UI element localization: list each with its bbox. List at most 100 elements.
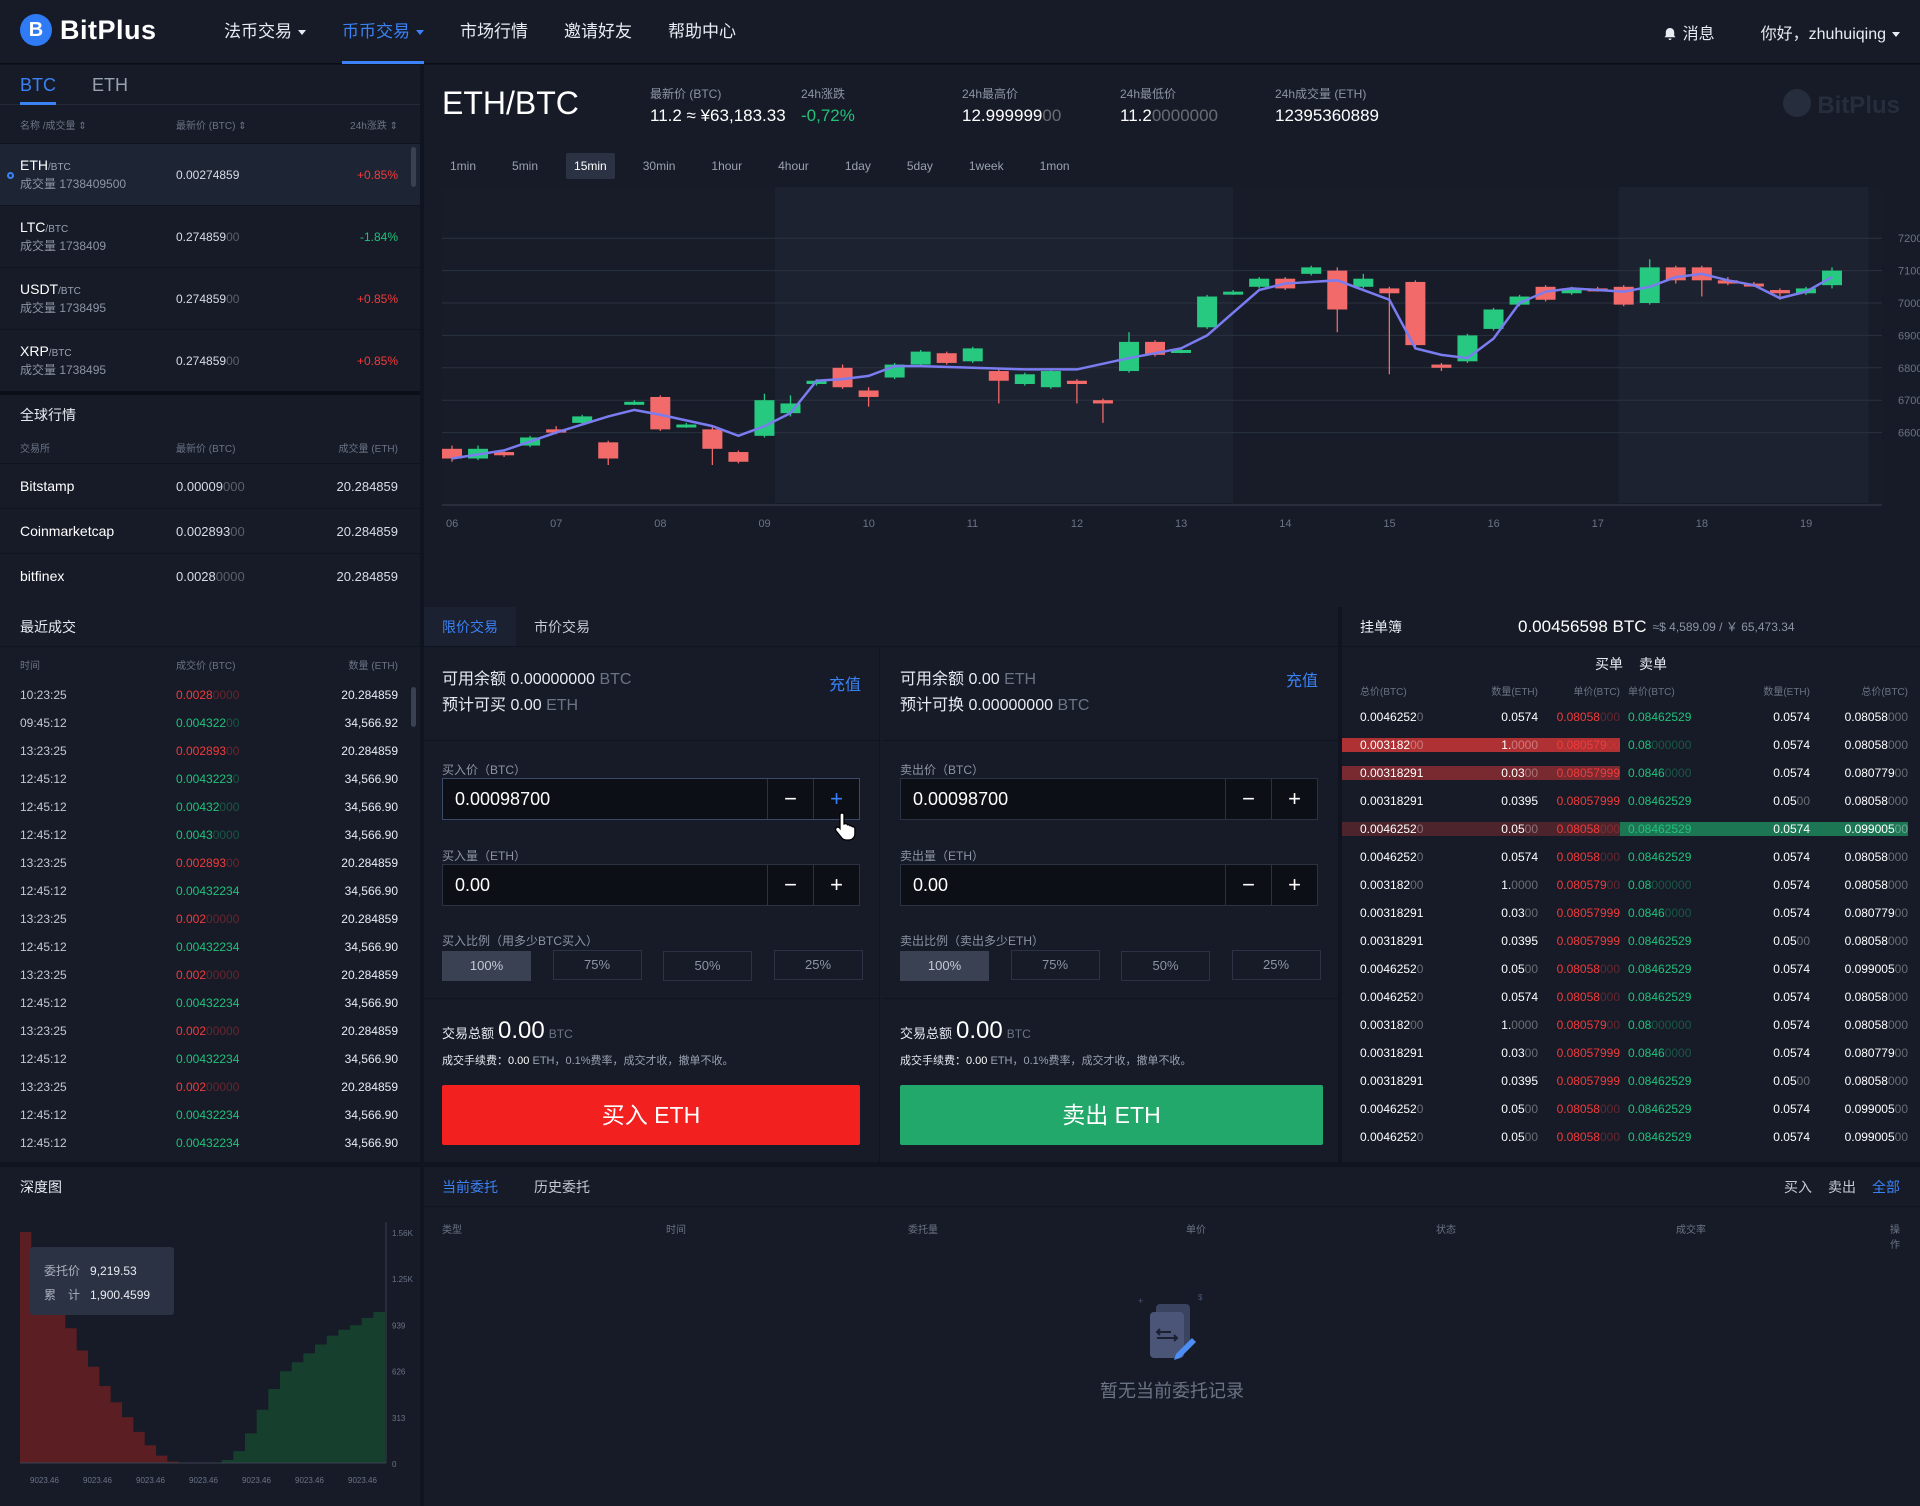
trade-tab-0[interactable]: 限价交易 [424,607,516,646]
order-book-row[interactable]: 0.00318291 0.0300 0.08057999 0.08460000 0.05… [1342,1039,1920,1067]
sell-ratio-75[interactable]: 75% [1010,950,1100,980]
order-book-row[interactable]: 0.00462520 0.0574 0.08058000 0.08462529 0.05… [1342,703,1920,731]
sell-qty-plus-button[interactable]: + [1271,865,1317,905]
period-1mon[interactable]: 1mon [1039,159,1070,173]
sell-side-label[interactable]: 卖单 [1639,656,1667,672]
market-col-name[interactable]: 名称 /成交量 ⇕ [20,120,87,132]
buy-ratio-100[interactable]: 100% [442,951,531,981]
kline-chart[interactable]: 6600 6700 6800 6900 7000 7100 7200 06 07 08 09 10 11… [424,187,1920,607]
period-30min[interactable]: 30min [642,159,676,173]
buy-qty-value[interactable]: 0.00 [455,875,491,895]
buy-ratio-50[interactable]: 50% [663,951,752,981]
nav-item-0[interactable]: 法币交易 [206,0,324,64]
nav-item-2[interactable]: 市场行情 [442,0,546,64]
brand-logo[interactable]: B BitPlus [20,14,157,46]
order-book-row[interactable]: 0.00318200 1.0000 0.08057900 0.08000000 0.05… [1342,731,1920,759]
buy-ratio-25[interactable]: 25% [773,950,863,980]
order-book-row[interactable]: 0.00462520 0.0500 0.08058000 0.08462529 0.05… [1342,1123,1920,1151]
period-5min[interactable]: 5min [512,159,539,173]
sell-ratio-50[interactable]: 50% [1121,951,1210,981]
market-scrollbar[interactable] [411,147,416,187]
buy-recharge-link[interactable]: 充值 [828,677,861,694]
bid-qty: 1.0000 [1501,1018,1538,1032]
depth-chart[interactable]: 1.56K 1.25K 939 626 313 0 9023.46 9023.46 9023.4… [0,1207,420,1506]
global-row[interactable]: Bitstamp 0.00009000 20.284859 [0,463,420,508]
sell-price-minus-button[interactable]: − [1225,779,1271,819]
buy-qty-input[interactable]: 0.00 − + [442,864,860,906]
sell-price-plus-button[interactable]: + [1271,779,1317,819]
buy-submit-button[interactable]: 买入 ETH [442,1085,860,1145]
period-1day[interactable]: 1day [844,159,871,173]
sell-total-value: 0.00 [956,1017,1003,1044]
buy-qty-plus-button[interactable]: + [813,865,859,905]
market-row[interactable]: XRP/BTC 成交量 1738495 0.27485900 +0.85% [0,329,420,391]
global-col-exchange: 交易所 [20,443,50,455]
order-book-row[interactable]: 0.00318200 1.0000 0.08057900 0.08000000 0.05… [1342,1011,1920,1039]
buy-price-value[interactable]: 0.00098700 [455,789,551,809]
buy-side-label[interactable]: 买单 [1595,656,1623,672]
order-book-row[interactable]: 0.00462520 0.0574 0.08058000 0.08462529 0.05… [1342,983,1920,1011]
depth-title: 深度图 [20,1179,62,1195]
buy-price-input[interactable]: 0.00098700 − + [442,778,860,820]
sell-price-input[interactable]: 0.00098700 − + [900,778,1318,820]
buy-ratio-75[interactable]: 75% [552,950,642,980]
bid-price: 0.08058000 [1556,1102,1620,1116]
market-col-change[interactable]: 24h涨跌 ⇕ [350,120,398,132]
nav-item-3[interactable]: 邀请好友 [546,0,650,64]
period-1week[interactable]: 1week [968,159,1004,173]
market-tab-btc[interactable]: BTC [20,65,56,105]
depth-y-tick: 626 [392,1368,406,1377]
order-book-row[interactable]: 0.00462520 0.0574 0.08058000 0.08462529 0.05… [1342,843,1920,871]
sell-qty-minus-button[interactable]: − [1225,865,1271,905]
sell-ratio-25[interactable]: 25% [1231,950,1321,980]
trade-price: 0.00432234 [176,1052,240,1066]
global-row[interactable]: Coinmarketcap 0.00289300 20.284859 [0,508,420,553]
period-15min[interactable]: 15min [566,153,615,179]
order-book-row[interactable]: 0.00318291 0.0395 0.08057999 0.08462529 0.05… [1342,787,1920,815]
orders-tab-1[interactable]: 历史委托 [534,1179,590,1195]
messages-link[interactable]: 消息 [1663,20,1715,44]
bid-total: 0.00318200 [1360,878,1424,892]
order-book-row[interactable]: 0.00462520 0.0500 0.08058000 0.08462529 0.05… [1342,1095,1920,1123]
nav-item-1[interactable]: 币币交易 [324,0,442,64]
buy-price-plus-button[interactable]: + [813,779,859,819]
ask-qty: 0.0574 [1773,850,1810,864]
buy-price-minus-button[interactable]: − [767,779,813,819]
trade-qty: 20.284859 [341,1080,398,1094]
market-row[interactable]: ETH/BTC 成交量 1738409500 0.00274859 +0.85% [0,143,420,205]
sell-submit-button[interactable]: 卖出 ETH [900,1085,1323,1145]
sell-ratio-100[interactable]: 100% [900,951,989,981]
orders-tab-0[interactable]: 当前委托 [424,1167,516,1206]
order-book-row[interactable]: 0.00318291 0.0395 0.08057999 0.08462529 0.05… [1342,927,1920,955]
market-row[interactable]: USDT/BTC 成交量 1738495 0.27485900 +0.85% [0,267,420,329]
trade-tab-1[interactable]: 市价交易 [534,619,590,635]
buy-qty-minus-button[interactable]: − [767,865,813,905]
orders-filter-1[interactable]: 卖出 [1828,1179,1856,1195]
order-book-row[interactable]: 0.00462520 0.0500 0.08058000 0.08462529 0.05… [1342,955,1920,983]
market-row[interactable]: LTC/BTC 成交量 1738409 0.27485900 -1.84% [0,205,420,267]
candle-body [1639,267,1660,303]
order-book-row[interactable]: 0.00318291 0.0300 0.08057999 0.08460000 0.05… [1342,759,1920,787]
period-5day[interactable]: 5day [906,159,933,173]
order-book-row[interactable]: 0.00318200 1.0000 0.08057900 0.08000000 0.05… [1342,871,1920,899]
period-4hour[interactable]: 4hour [778,159,809,173]
period-1min[interactable]: 1min [450,159,477,173]
order-book-row[interactable]: 0.00318291 0.0395 0.08057999 0.08462529 0.05… [1342,1067,1920,1095]
sell-qty-input[interactable]: 0.00 − + [900,864,1318,906]
sell-price-value[interactable]: 0.00098700 [913,789,1009,809]
nav-item-4[interactable]: 帮助中心 [650,0,754,64]
order-book-row[interactable]: 0.00462520 0.0500 0.08058000 0.08462529 0.05… [1342,815,1920,843]
order-book-row[interactable]: 0.00318291 0.0300 0.08057999 0.08460000 0.05… [1342,899,1920,927]
market-tab-eth[interactable]: ETH [92,75,128,95]
global-row[interactable]: bitfinex 0.00280000 20.284859 [0,553,420,598]
recent-scrollbar[interactable] [411,687,416,727]
orders-filter-0[interactable]: 买入 [1784,1179,1812,1195]
sell-qty-value[interactable]: 0.00 [913,875,949,895]
market-col-price[interactable]: 最新价 (BTC) ⇕ [176,120,247,132]
ask-qty: 0.0574 [1773,710,1810,724]
user-menu[interactable]: 你好，zhuhuiqing [1761,20,1900,44]
period-1hour[interactable]: 1hour [711,159,743,173]
bid-total: 0.00462520 [1360,710,1424,724]
orders-filter-2[interactable]: 全部 [1872,1179,1900,1195]
sell-recharge-link[interactable]: 充值 [1285,673,1318,690]
